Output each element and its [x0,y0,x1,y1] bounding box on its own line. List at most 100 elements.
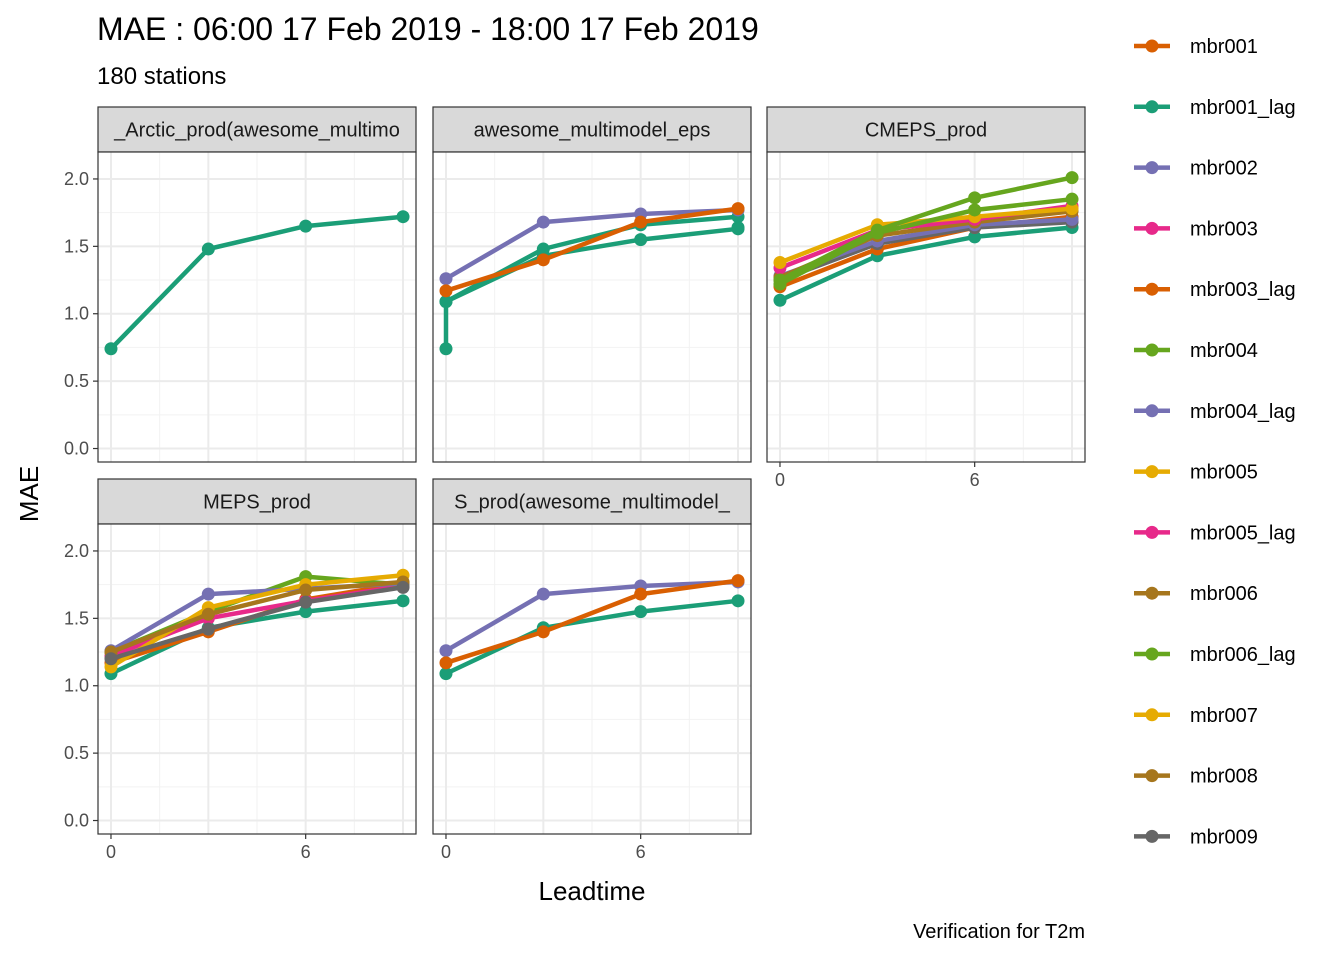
series-line [777,175,1075,283]
data-point [634,233,648,247]
legend-key-point [1145,708,1159,722]
legend-label: mbr001_lag [1190,97,1296,119]
legend-label: mbr006 [1190,583,1258,605]
legend-label: mbr001 [1190,36,1258,58]
data-point [439,644,453,658]
y-tick-label: 1.5 [64,608,89,628]
legend-item-mbr005_lag: mbr005_lag [1134,522,1296,544]
data-point [634,587,648,601]
y-axis-title: MAE [14,466,44,522]
series-mbr002 [439,203,745,286]
data-point [201,607,215,621]
legend-item-mbr006_lag: mbr006_lag [1134,644,1296,666]
data-point [968,191,982,205]
data-point [968,203,982,217]
series-line [108,598,406,676]
facet-strip-label: CMEPS_prod [865,120,987,142]
legend: mbr001 mbr001_lag mbr002 mbr003 mbr003_lagmb… [1134,36,1296,848]
data-point [634,605,648,619]
chart-title: MAE : 06:00 17 Feb 2019 - 18:00 17 Feb 2… [97,11,759,47]
legend-item-mbr002: mbr002 [1134,158,1258,180]
data-point [773,293,787,307]
facet-strip [766,106,1086,153]
legend-label: mbr004_lag [1190,401,1296,423]
data-point [731,222,745,236]
data-point [536,215,550,229]
legend-key-point [1145,221,1159,235]
data-point [536,625,550,639]
series-line [443,207,741,281]
y-tick-label: 0.0 [64,439,89,459]
legend-key-point [1145,647,1159,661]
legend-key-point [1145,343,1159,357]
data-point [439,656,453,670]
facet-panel: _Arctic_prod(awesome_multimo 0.0 0.5 1.0 1.5… [64,106,417,463]
legend-item-mbr004: mbr004 [1134,340,1258,362]
legend-key-point [1145,829,1159,843]
data-point [201,242,215,256]
legend-key-point [1145,465,1159,479]
data-point [439,284,453,298]
series-mbr009 [104,580,410,666]
data-point [439,272,453,286]
data-point [731,574,745,588]
series-line [108,579,406,655]
series-mbr001_lag [104,210,410,356]
y-tick-label: 1.0 [64,676,89,696]
series-line [108,585,406,662]
legend-item-mbr004_lag: mbr004_lag [1134,401,1296,423]
legend-key-point [1145,586,1159,600]
facet-strip [97,106,417,153]
data-point [201,587,215,601]
legend-label: mbr009 [1190,826,1258,848]
data-point [773,256,787,270]
series-line [443,598,741,676]
series-mbr001 [439,202,745,298]
x-tick-label: 0 [441,842,451,862]
data-point [773,273,787,287]
panel-border [432,523,752,835]
data-point [1065,171,1079,185]
legend-key-point [1145,39,1159,53]
data-point [299,583,313,597]
series-line [443,206,741,294]
x-tick-label: 6 [636,842,646,862]
facet-strip-label: _Arctic_prod(awesome_multimo [113,120,400,142]
data-point [396,594,410,608]
data-point [536,253,550,267]
legend-label: mbr005_lag [1190,522,1296,544]
legend-label: mbr004 [1190,340,1258,362]
series-line [443,226,741,304]
facet-panels: _Arctic_prod(awesome_multimo 0.0 0.5 1.0 1.5… [64,106,1086,862]
data-point [104,652,118,666]
legend-item-mbr006: mbr006 [1134,583,1258,605]
legend-label: mbr006_lag [1190,644,1296,666]
legend-key-point [1145,404,1159,418]
data-point [968,230,982,244]
panel-border [97,523,417,835]
chart-caption: Verification for T2m [913,921,1085,943]
y-tick-label: 2.0 [64,541,89,561]
legend-key-point [1145,100,1159,114]
legend-key-point [1145,769,1159,783]
y-tick-label: 1.0 [64,304,89,324]
y-tick-label: 0.0 [64,811,89,831]
legend-item-mbr009: mbr009 [1134,826,1258,848]
legend-item-mbr005: mbr005 [1134,462,1258,484]
x-tick-label: 6 [301,842,311,862]
legend-item-mbr001: mbr001 [1134,36,1258,58]
chart-subtitle: 180 stations [97,63,226,90]
data-point [299,595,313,609]
legend-label: mbr005 [1190,462,1258,484]
panel-border [432,151,752,463]
legend-key-point [1145,525,1159,539]
facet-strip-label: awesome_multimodel_eps [474,120,711,142]
facet-panel: S_prod(awesome_multimodel_ 0 6 [432,478,752,862]
facet-panel: CMEPS_prod 0 6 [766,106,1086,490]
legend-item-mbr001_lag: mbr001_lag [1134,97,1296,119]
y-tick-label: 2.0 [64,169,89,189]
x-tick-label: 6 [970,470,980,490]
x-tick-label: 0 [106,842,116,862]
x-tick-label: 0 [775,470,785,490]
